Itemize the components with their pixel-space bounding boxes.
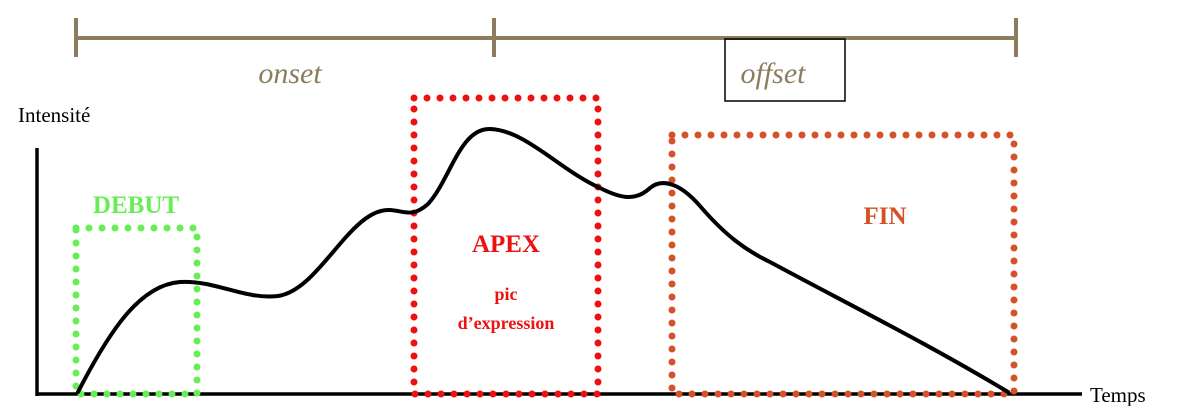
onset-label: onset (258, 57, 322, 90)
fin-box (668, 131, 1018, 398)
offset-label-frame (724, 38, 846, 102)
fin-label: FIN (863, 203, 906, 230)
apex-label: APEX (472, 231, 540, 258)
apex-box (410, 94, 602, 398)
timeline-bracket (74, 18, 1018, 57)
offset-label: offset (741, 57, 807, 90)
apex-subtitle-line2: d’expression (458, 313, 555, 333)
x-axis-label: Temps (1090, 383, 1146, 406)
debut-label: DEBUT (93, 192, 179, 219)
y-axis-label: Intensité (18, 103, 90, 127)
debut-box (72, 224, 201, 398)
apex-subtitle-line1: pic (494, 284, 517, 304)
intensity-curve (76, 126, 1010, 394)
